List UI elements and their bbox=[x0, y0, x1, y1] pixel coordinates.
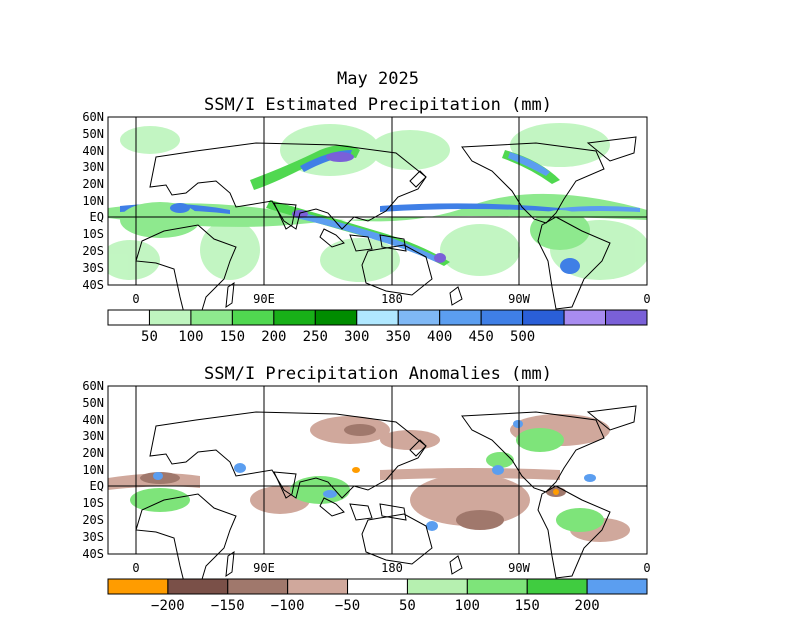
precip-map: 60N 50N 40N 30N 20N 10N EQ 10S 20S 30S 4… bbox=[82, 110, 650, 345]
colorbar-swatch bbox=[287, 578, 349, 595]
colorbar-label: 300 bbox=[344, 329, 369, 345]
colorbar-swatch bbox=[397, 309, 441, 326]
precip-field bbox=[108, 123, 647, 282]
colorbar-label: 250 bbox=[303, 329, 328, 345]
colorbar-swatch bbox=[107, 578, 169, 595]
map-frame bbox=[107, 116, 648, 286]
colorbar-label: 50 bbox=[399, 598, 416, 614]
lon-axis: 0 90E 180 90W 0 bbox=[132, 561, 650, 575]
colorbar-label: −100 bbox=[271, 598, 305, 614]
colorbar-label: 200 bbox=[574, 598, 599, 614]
colorbar-label: −150 bbox=[211, 598, 245, 614]
lat-label: 20S bbox=[82, 513, 104, 527]
colorbar-swatch bbox=[190, 309, 233, 326]
colorbar-label: 350 bbox=[386, 329, 411, 345]
colorbar-label: 50 bbox=[141, 329, 158, 345]
lat-label: 20N bbox=[82, 446, 104, 460]
lat-label: EQ bbox=[90, 210, 104, 224]
colorbar-label: 450 bbox=[469, 329, 494, 345]
lat-axis: 60N 50N 40N 30N 20N 10N EQ 10S 20S 30S 4… bbox=[82, 110, 104, 292]
date-title: May 2025 bbox=[337, 69, 419, 89]
colorbar-label: 150 bbox=[515, 598, 540, 614]
anomaly-map-title: SSM/I Precipitation Anomalies (mm) bbox=[204, 364, 552, 384]
lon-label: 0 bbox=[132, 292, 139, 306]
colorbar-swatch bbox=[167, 578, 229, 595]
lat-label: 60N bbox=[82, 110, 104, 124]
colorbar-swatch bbox=[314, 309, 358, 326]
lon-label: 0 bbox=[132, 561, 139, 575]
lat-axis: 60N 50N 40N 30N 20N 10N EQ 10S 20S 30S 4… bbox=[82, 379, 104, 561]
colorbar-swatch bbox=[273, 309, 316, 326]
lat-label: 30S bbox=[82, 261, 104, 275]
lat-label: 30N bbox=[82, 429, 104, 443]
lat-label: 10N bbox=[82, 463, 104, 477]
lat-label: 30S bbox=[82, 530, 104, 544]
gridlines bbox=[108, 386, 647, 554]
lat-label: 20S bbox=[82, 244, 104, 258]
colorbar-label: 400 bbox=[427, 329, 452, 345]
lon-label: 180 bbox=[381, 561, 403, 575]
lat-label: 50N bbox=[82, 396, 104, 410]
lat-label: 50N bbox=[82, 127, 104, 141]
colorbar-swatch bbox=[439, 309, 482, 326]
colorbar-swatch bbox=[406, 578, 468, 595]
lat-label: 40N bbox=[82, 144, 104, 158]
colorbar-swatch bbox=[586, 578, 648, 595]
colorbar-swatch bbox=[356, 309, 399, 326]
colorbar-swatch bbox=[526, 578, 588, 595]
colorbar-swatch bbox=[605, 309, 648, 326]
anomaly-map: 60N 50N 40N 30N 20N 10N EQ 10S 20S 30S 4… bbox=[82, 379, 650, 614]
gridlines bbox=[108, 117, 647, 285]
colorbar-swatch bbox=[148, 309, 192, 326]
lon-label: 180 bbox=[381, 292, 403, 306]
colorbar-swatch bbox=[466, 578, 528, 595]
anomaly-field bbox=[108, 414, 630, 542]
lat-label: 10N bbox=[82, 194, 104, 208]
lon-label: 90W bbox=[508, 561, 530, 575]
lat-label: 10S bbox=[82, 227, 104, 241]
colorbar-swatch bbox=[480, 309, 524, 326]
lon-label: 90E bbox=[253, 561, 275, 575]
colorbar-label: 100 bbox=[178, 329, 203, 345]
lat-label: 60N bbox=[82, 379, 104, 393]
lon-axis: 0 90E 180 90W 0 bbox=[132, 292, 650, 306]
lat-label: 10S bbox=[82, 496, 104, 510]
colorbar-label: −200 bbox=[151, 598, 185, 614]
colorbar-label: 200 bbox=[261, 329, 286, 345]
lat-label: 20N bbox=[82, 177, 104, 191]
colorbar-swatch bbox=[107, 309, 150, 326]
colorbar-swatch bbox=[227, 578, 289, 595]
colorbar-label: −50 bbox=[335, 598, 360, 614]
lat-label: 40S bbox=[82, 278, 104, 292]
lon-label: 90E bbox=[253, 292, 275, 306]
lat-label: EQ bbox=[90, 479, 104, 493]
map-frame bbox=[107, 385, 648, 555]
colorbar-label: 150 bbox=[220, 329, 245, 345]
lon-label: 0 bbox=[643, 561, 650, 575]
lat-label: 40N bbox=[82, 413, 104, 427]
colorbar-swatch bbox=[231, 309, 275, 326]
lat-label: 40S bbox=[82, 547, 104, 561]
anomaly-colorbar: −200 −150 −100 −50 50 100 150 200 bbox=[107, 578, 648, 614]
precip-colorbar: 50 100 150 200 250 300 350 400 450 500 bbox=[107, 309, 648, 345]
lon-label: 0 bbox=[643, 292, 650, 306]
colorbar-swatch bbox=[347, 578, 408, 595]
lat-label: 30N bbox=[82, 160, 104, 174]
colorbar-label: 500 bbox=[510, 329, 535, 345]
precip-map-title: SSM/I Estimated Precipitation (mm) bbox=[204, 95, 552, 115]
lon-label: 90W bbox=[508, 292, 530, 306]
colorbar-swatch bbox=[522, 309, 565, 326]
colorbar-label: 100 bbox=[455, 598, 480, 614]
colorbar-swatch bbox=[563, 309, 607, 326]
